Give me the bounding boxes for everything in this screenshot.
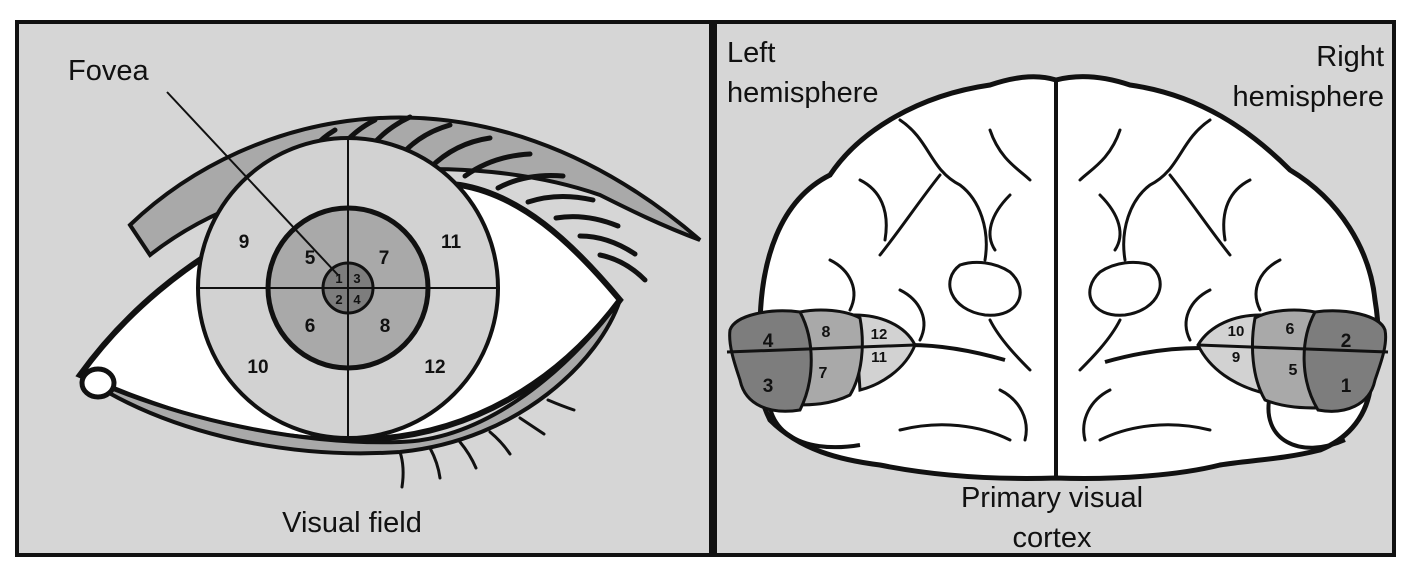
fovea-pointer xyxy=(166,91,339,276)
cortex-number: 10 xyxy=(1228,323,1245,340)
left-calcarine-line xyxy=(909,343,1006,362)
right-hemisphere-label-line2: hemisphere xyxy=(1232,81,1384,113)
cortex-number: 1 xyxy=(1341,376,1352,397)
cortex-number: 2 xyxy=(1341,331,1352,352)
tear-duct xyxy=(79,366,117,400)
right-cortex-region-mid xyxy=(1250,308,1322,410)
visual-field-number: 8 xyxy=(380,316,391,337)
cortex-number: 8 xyxy=(822,324,831,341)
fovea-number: 1 xyxy=(335,271,342,286)
primary-visual-cortex-label-line2: cortex xyxy=(1013,522,1092,554)
left-hemisphere-label-line2: hemisphere xyxy=(727,77,879,109)
cortex-number: 11 xyxy=(871,349,887,366)
primary-visual-cortex-label-line1: Primary visual xyxy=(961,482,1143,514)
lower-lid xyxy=(78,298,622,456)
fovea-label: Fovea xyxy=(68,55,149,87)
visual-field-number: 10 xyxy=(247,357,268,378)
right-cortex-divider xyxy=(1197,343,1389,354)
visual-field-caption: Visual field xyxy=(282,507,422,539)
cortex-number: 6 xyxy=(1286,321,1295,338)
visual-field-number: 12 xyxy=(424,357,445,378)
eye-panel: 9 10 11 12 5 6 7 8 1 2 3 4 Fovea Visual … xyxy=(15,20,713,557)
left-cortex-region-dark xyxy=(728,309,813,413)
left-sulci xyxy=(828,118,1032,442)
fovea-number: 3 xyxy=(353,271,360,286)
cortex-number: 12 xyxy=(871,326,888,343)
left-cortex-divider xyxy=(726,343,916,354)
right-visual-cortex xyxy=(1196,308,1389,413)
right-cortex-region-dark xyxy=(1302,309,1388,413)
cortex-number: 5 xyxy=(1289,362,1298,379)
lower-eyelashes xyxy=(398,398,576,489)
visual-field-number: 6 xyxy=(305,316,316,337)
cortex-number: 9 xyxy=(1232,349,1240,366)
right-calcarine-line xyxy=(1104,346,1201,364)
left-visual-cortex xyxy=(726,308,917,413)
right-sulci xyxy=(1078,118,1282,442)
visual-field-number: 7 xyxy=(379,248,390,269)
cortex-number: 7 xyxy=(819,365,828,382)
left-hemisphere-label-line1: Left xyxy=(727,37,775,69)
visual-field-number: 11 xyxy=(441,232,462,253)
cortex-number: 4 xyxy=(763,331,774,352)
right-hemisphere-label-line1: Right xyxy=(1316,41,1384,73)
cortex-number: 3 xyxy=(763,376,774,397)
fovea-number: 4 xyxy=(353,292,361,307)
right-occipital-bulge xyxy=(1266,394,1346,450)
visual-field-number: 9 xyxy=(239,232,250,253)
left-cortex-region-mid xyxy=(793,308,864,407)
visual-field-number: 5 xyxy=(305,248,316,269)
fovea-number: 2 xyxy=(335,292,342,307)
brain-panel: 4 3 8 7 12 11 2 1 6 5 10 9 Left hemisphe… xyxy=(713,20,1396,557)
